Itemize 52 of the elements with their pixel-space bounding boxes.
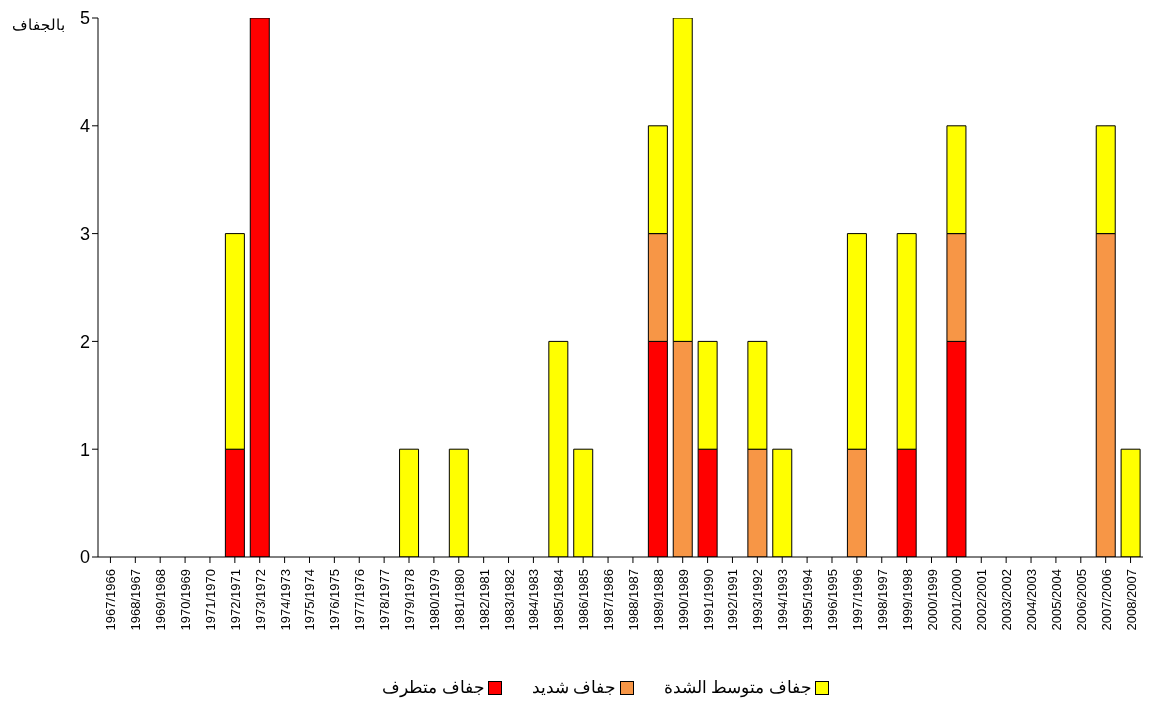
- x-tick-label: 2004/2003: [1024, 569, 1040, 631]
- y-tick-label: 1: [79, 439, 90, 460]
- y-tick-label: 5: [79, 8, 90, 29]
- x-tick-label: 2007/2006: [1098, 569, 1114, 631]
- x-tick-label: 1971/1970: [202, 569, 218, 631]
- y-tick-label: 0: [79, 547, 90, 568]
- x-tick-label: 1968/1967: [128, 569, 144, 631]
- x-tick-label: 1969/1968: [153, 569, 169, 631]
- x-tick-label: 1979/1978: [402, 569, 418, 631]
- x-tick-label: 1987/1986: [601, 569, 617, 631]
- legend-label: جفاف شديد: [531, 677, 617, 698]
- x-tick-label: 1997/1996: [849, 569, 865, 631]
- legend-label: جفاف متطرف: [382, 677, 485, 698]
- x-tick-label: 1996/1995: [824, 569, 840, 631]
- x-tick-label: 1976/1975: [327, 569, 343, 631]
- x-tick-label: 1998/1997: [874, 569, 890, 631]
- x-tick-label: 2008/2007: [1123, 569, 1139, 631]
- x-tick-label: 1974/1973: [277, 569, 293, 631]
- x-tick-label: 1977/1976: [352, 569, 368, 631]
- x-tick-label: 2003/2002: [999, 569, 1015, 631]
- x-tick-label: 1973/1972: [252, 569, 268, 631]
- x-tick-label: 1995/1994: [800, 569, 816, 631]
- x-tick-label: 2001/2000: [949, 569, 965, 631]
- x-tick-label: 1990/1989: [675, 569, 691, 631]
- x-tick-label: 2006/2005: [1073, 569, 1089, 631]
- x-tick-label: 1993/1992: [750, 569, 766, 631]
- x-tick-label: 1989/1988: [650, 569, 666, 631]
- x-tick-label: 1992/1991: [725, 569, 741, 631]
- x-tick-label: 1972/1971: [227, 569, 243, 631]
- x-tick-label: 1970/1969: [178, 569, 194, 631]
- x-tick-label: 1985/1984: [551, 569, 567, 631]
- x-tick-label: 2002/2001: [974, 569, 990, 631]
- x-tick-label: 1988/1987: [625, 569, 641, 631]
- x-tick-label: 1981/1980: [451, 569, 467, 631]
- x-tick-label: 1967/1966: [103, 569, 119, 631]
- y-tick-label: 3: [79, 223, 90, 244]
- y-axis-title: بالجفاف: [12, 16, 65, 34]
- x-tick-label: 2005/2004: [1048, 569, 1064, 631]
- x-tick-label: 1999/1998: [899, 569, 915, 631]
- x-tick-label: 1986/1985: [576, 569, 592, 631]
- x-tick-label: 2000/1999: [924, 569, 940, 631]
- legend-label: جفاف متوسط الشدة: [663, 677, 812, 698]
- x-tick-label: 1975/1974: [302, 569, 318, 631]
- y-tick-label: 4: [79, 116, 90, 137]
- x-tick-label: 1982/1981: [476, 569, 492, 631]
- x-tick-label: 1980/1979: [426, 569, 442, 631]
- x-tick-label: 1984/1983: [526, 569, 542, 631]
- y-tick-label: 2: [79, 331, 90, 352]
- x-tick-label: 1983/1982: [501, 569, 517, 631]
- x-tick-label: 1994/1993: [775, 569, 791, 631]
- x-tick-label: 1991/1990: [700, 569, 716, 631]
- x-tick-label: 1978/1977: [377, 569, 393, 631]
